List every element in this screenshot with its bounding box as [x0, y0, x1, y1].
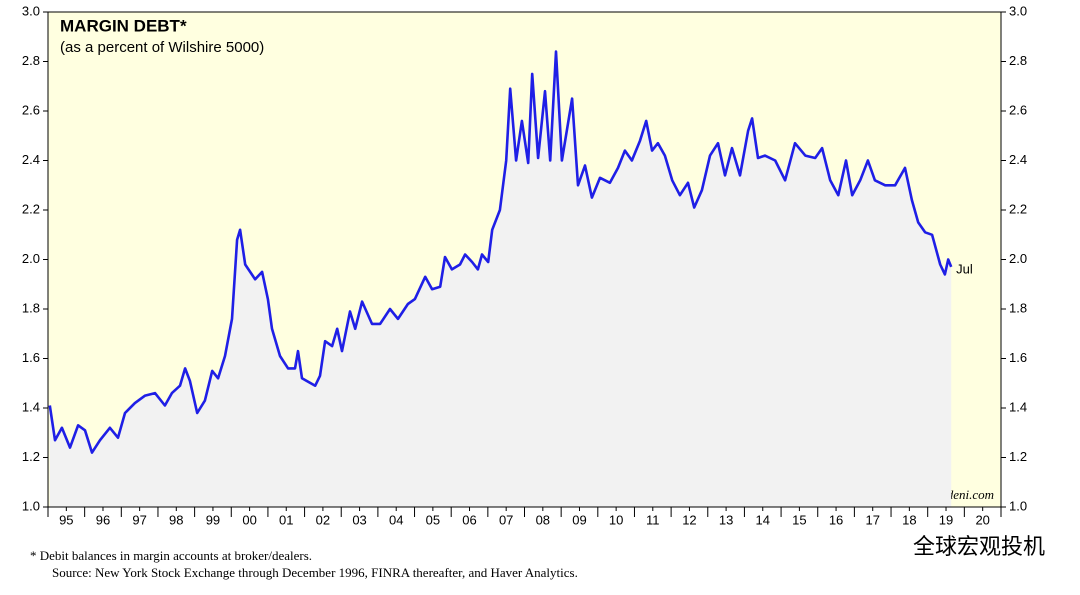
x-tick-label: 99: [206, 512, 220, 527]
y2-tick-label: 1.2: [1009, 449, 1027, 464]
y-tick-label: 1.4: [22, 399, 40, 414]
footnote: * Debit balances in margin accounts at b…: [30, 548, 312, 563]
x-tick-label: 20: [975, 512, 989, 527]
x-tick-label: 18: [902, 512, 916, 527]
y2-tick-label: 2.6: [1009, 102, 1027, 117]
annotation: Jul: [956, 261, 973, 276]
y2-tick-label: 2.4: [1009, 152, 1027, 167]
x-tick-label: 06: [462, 512, 476, 527]
x-tick-label: 95: [59, 512, 73, 527]
x-tick-label: 13: [719, 512, 733, 527]
y2-tick-label: 1.6: [1009, 350, 1027, 365]
x-tick-label: 16: [829, 512, 843, 527]
x-tick-label: 07: [499, 512, 513, 527]
x-tick-label: 02: [316, 512, 330, 527]
x-tick-label: 01: [279, 512, 293, 527]
x-tick-label: 09: [572, 512, 586, 527]
y2-tick-label: 3.0: [1009, 3, 1027, 18]
y-tick-label: 1.8: [22, 300, 40, 315]
area-fill: [49, 51, 952, 507]
x-tick-label: 17: [865, 512, 879, 527]
x-tick-label: 03: [352, 512, 366, 527]
y-tick-label: 1.2: [22, 449, 40, 464]
chart-subtitle: (as a percent of Wilshire 5000): [60, 39, 264, 56]
line: [48, 50, 953, 454]
y2-tick-label: 2.2: [1009, 201, 1027, 216]
x-tick-label: 04: [389, 512, 403, 527]
x-tick-label: 05: [426, 512, 440, 527]
chart-title: MARGIN DEBT*: [60, 16, 187, 35]
y-tick-label: 2.0: [22, 251, 40, 266]
y2-tick-label: 2.0: [1009, 251, 1027, 266]
source-note: Source: New York Stock Exchange through …: [52, 565, 578, 580]
y2-tick-label: 1.8: [1009, 300, 1027, 315]
y-tick-label: 3.0: [22, 3, 40, 18]
y-tick-label: 1.6: [22, 350, 40, 365]
watermark: 全球宏观投机: [913, 535, 1045, 560]
x-tick-label: 19: [939, 512, 953, 527]
x-tick-label: 00: [242, 512, 256, 527]
x-tick-label: 15: [792, 512, 806, 527]
x-tick-label: 14: [756, 512, 770, 527]
x-tick-label: 10: [609, 512, 623, 527]
y-tick-label: 2.6: [22, 102, 40, 117]
x-tick-label: 12: [682, 512, 696, 527]
y2-tick-label: 2.8: [1009, 53, 1027, 68]
x-tick-label: 97: [132, 512, 146, 527]
y2-tick-label: 1.0: [1009, 498, 1027, 513]
y2-tick-label: 1.4: [1009, 399, 1027, 414]
y-tick-label: 2.2: [22, 201, 40, 216]
x-tick-label: 08: [536, 512, 550, 527]
y-tick-label: 1.0: [22, 498, 40, 513]
y-tick-label: 2.4: [22, 152, 40, 167]
x-tick-label: 98: [169, 512, 183, 527]
x-tick-label: 96: [96, 512, 110, 527]
x-tick-label: 11: [646, 512, 660, 527]
y-tick-label: 2.8: [22, 53, 40, 68]
